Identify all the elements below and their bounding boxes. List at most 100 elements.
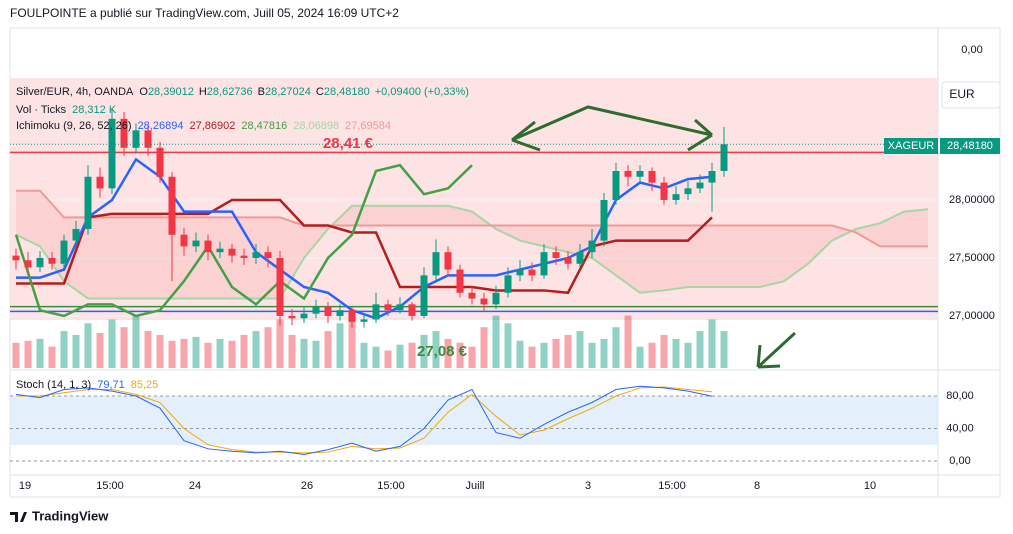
volume-scale-label: 0,00 [961,44,982,56]
candle-body [420,275,428,316]
legend-key: B [258,86,265,98]
volume-bar [276,319,284,368]
legend-change: +0,09400 (+0,33%) [375,86,469,98]
candle-body [504,275,512,293]
volume-bar [528,346,536,368]
overlay [511,105,797,369]
stoch-k [15,385,713,456]
volume-bar [204,342,212,368]
x-tick-label: 15:00 [658,480,686,492]
candle-body [396,304,404,311]
legend-value: 28,48180 [324,86,370,98]
candle-body [96,176,104,189]
candle-body [480,298,488,305]
legend-stoch-value: 79,71 [97,379,125,391]
x-tick-label: 26 [301,480,313,492]
arrow-annotation [756,331,797,369]
candle-body [60,240,68,264]
volume-bar [48,346,56,368]
legend-symbol: Silver/EUR, 4h, OANDA [16,86,134,98]
volume-bar [432,331,440,368]
candle-body [636,170,644,177]
legend-volume-value: 28,312 K [72,104,117,116]
volume-bar [192,336,200,368]
volume-bar [156,334,164,368]
currency-button[interactable] [941,81,1001,109]
candle-body [300,313,308,319]
candle-body [540,252,548,276]
volume-bar [444,338,452,368]
candle-body [120,118,128,148]
legend-key: O [139,86,148,98]
candle-body [48,257,56,264]
x-tick-label: 24 [189,480,201,492]
candle-body [720,144,728,171]
candle-body [672,194,680,200]
volume-bar [252,331,260,368]
volume-bar [336,323,344,368]
volume-bar [468,346,476,368]
legend-ichimoku-value: 28,47816 [241,120,287,132]
legend-key: C [316,86,324,98]
candle-body [696,182,704,189]
candle-body [576,252,584,264]
volume-bar [132,314,140,368]
candle-body [276,257,284,316]
x-tick-label: 8 [754,480,760,492]
candle-body [36,257,44,268]
volume-bar [360,342,368,368]
legend-value: 28,62736 [207,86,253,98]
candle-body [24,260,32,268]
volume-bar [648,342,656,368]
stoch-tick-label: 0,00 [949,455,970,467]
candle-body [156,147,164,177]
y-tick-label: 27,50000 [949,252,995,264]
volume-bar [708,319,716,368]
candle-body [492,292,500,305]
candle-body [72,228,80,241]
candle-body [456,269,464,293]
symbol-tag-text: XAGEUR [888,140,935,152]
volume-bar [612,327,620,368]
stoch-tick-label: 80,00 [946,390,974,402]
candle-body [180,234,188,247]
candle-body [264,252,272,258]
legend-value: 28,39012 [148,86,194,98]
volume-bar [684,342,692,368]
volume-bar [108,319,116,368]
volume-bar [600,338,608,368]
volume-bar [228,340,236,368]
legend-stoch-value: 85,25 [131,379,159,391]
volume-bar [396,344,404,368]
volume-bar [60,331,68,368]
volume-bar [96,333,104,368]
plot: 28,00000 27,50000 27,00000 80,00 40,00 0,00 19… [10,109,995,492]
logo-icon [10,512,27,522]
volume-bar [168,340,176,368]
x-tick-label: 19 [19,480,31,492]
highlight-zone [10,78,938,320]
legend-volume-name: Vol · Ticks [16,104,67,116]
level-label: 27,08 € [417,343,468,360]
volume-bar [144,331,152,368]
volume-bar [120,327,128,368]
candle-body [564,257,572,264]
candle-body [516,269,524,276]
volume-bar [492,315,500,368]
volume-bar [720,331,728,368]
candle-body [204,240,212,253]
legend-ichimoku-value: 28,06898 [293,120,339,132]
candle-body [432,252,440,276]
candle-body [648,170,656,183]
ichimoku-chikou [14,163,473,318]
volume-bar [636,346,644,368]
volume-bar [588,342,596,368]
volume-bar [312,340,320,368]
currency[interactable]: EUR [949,87,975,101]
price-tag [940,138,1000,154]
volume-bar [348,321,356,368]
candle-body [336,310,344,316]
candle-body [324,306,332,316]
volume-bar [12,342,20,368]
price-tag-text: 28,48180 [947,140,993,152]
